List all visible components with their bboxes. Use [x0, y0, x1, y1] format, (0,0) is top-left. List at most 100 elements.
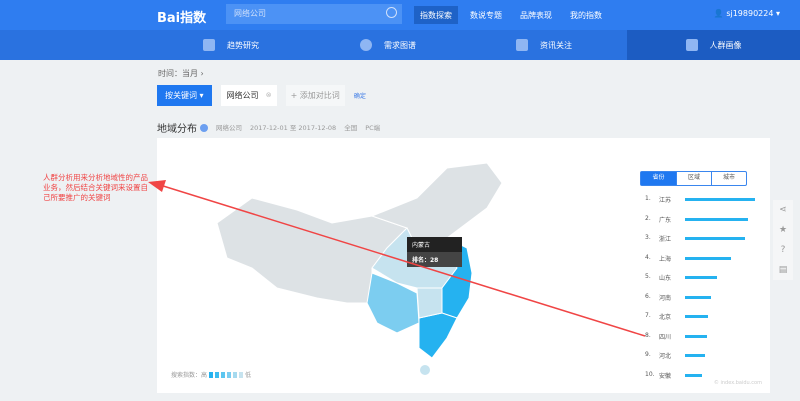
feedback-icon[interactable]: ▤	[778, 265, 788, 275]
rank-bar	[685, 217, 748, 221]
map-region-hainan	[420, 365, 430, 375]
rank-row: 6. 河南	[645, 293, 765, 303]
user-menu[interactable]: 👤 sj19890224 ▾	[714, 9, 780, 18]
rank-bar	[685, 237, 745, 240]
meta-keyword: 网络公司	[216, 124, 242, 132]
rank-number: 2.	[645, 214, 651, 222]
search-value: 网络公司	[234, 9, 266, 18]
search-input[interactable]: 网络公司	[226, 4, 402, 24]
tab-crowd[interactable]: 人群画像	[627, 30, 800, 60]
watermark: © index.baidu.com	[713, 380, 762, 386]
share-icon[interactable]: ⋖	[779, 205, 787, 215]
filter-row: 按关键词 ▾ 网络公司 ⊗ + 添加对比词 确定	[157, 85, 366, 106]
map-tooltip: 内蒙古排名：28	[407, 237, 462, 267]
rank-province: 江苏	[659, 197, 672, 204]
rank-number: 8.	[645, 331, 651, 339]
rank-row: 3. 浙江	[645, 234, 765, 244]
rank-province: 山东	[659, 275, 672, 282]
rank-number: 5.	[645, 273, 651, 280]
news-icon	[516, 39, 528, 51]
trend-icon	[203, 39, 215, 51]
tab-area[interactable]: 区域	[676, 172, 711, 185]
crowd-icon	[685, 39, 698, 51]
rank-row: 5. 山东	[645, 273, 765, 283]
username: sj19890224 ▾	[726, 9, 780, 18]
star-icon[interactable]: ★	[778, 225, 788, 235]
rank-bar	[685, 334, 707, 338]
confirm-link[interactable]: 确定	[353, 93, 366, 100]
map-legend: 搜索指数：高 低	[171, 370, 251, 379]
region-panel: 内蒙古排名：28 搜索指数：高 低 省份 区域 城市 1. 江苏 2. 广东 3. 浙江 4. 上海…	[157, 138, 770, 393]
rank-number: 10.	[645, 370, 655, 378]
tab-province[interactable]: 省份	[641, 172, 676, 185]
rank-province: 上海	[659, 255, 672, 263]
tab-label: 趋势研究	[227, 40, 259, 50]
top-bar: Bai指数 网络公司 指数探索 数说专题 品牌表现 我的指数 👤 sj19890…	[0, 0, 800, 30]
meta-range: 2017-12-01 至 2017-12-08	[250, 124, 337, 132]
rank-number: 6.	[645, 292, 651, 300]
rank-province: 河北	[659, 353, 672, 360]
rank-bar	[685, 354, 705, 357]
demand-icon	[360, 39, 372, 51]
nav-my-index[interactable]: 我的指数	[570, 11, 602, 20]
section-title-text: 地域分布	[157, 124, 197, 135]
nav-data-topics[interactable]: 数说专题	[470, 11, 502, 20]
tab-label: 资讯关注	[540, 40, 572, 50]
legend-low: 低	[245, 372, 252, 379]
main-nav: 指数探索 数说专题 品牌表现 我的指数	[414, 6, 608, 24]
tab-trend[interactable]: 趋势研究	[203, 30, 259, 60]
help-icon[interactable]	[200, 124, 208, 132]
tab-label: 需求图谱	[384, 40, 416, 50]
rank-number: 7.	[645, 312, 651, 319]
keyword-chip[interactable]: 网络公司 ⊗	[220, 85, 277, 106]
rank-province: 安徽	[659, 372, 672, 380]
rank-province: 河南	[659, 294, 672, 302]
section-meta: 网络公司 2017-12-01 至 2017-12-08 全国 PC端	[216, 122, 380, 132]
map-region-southwest	[366, 272, 420, 334]
rank-bar	[685, 315, 709, 318]
keyword-text: 网络公司	[226, 91, 259, 100]
rank-row: 4. 上海	[645, 254, 765, 264]
china-map[interactable]	[157, 138, 557, 393]
side-toolbar: ⋖ ★? ▤	[773, 200, 793, 280]
tooltip-region: 内蒙古	[412, 242, 431, 249]
nav-index-explore[interactable]: 指数探索	[414, 6, 458, 24]
rank-province: 浙江	[659, 236, 672, 243]
rank-number: 4.	[645, 253, 651, 261]
map-region-southcentral	[416, 287, 443, 319]
rank-bar	[685, 295, 711, 299]
rank-bar	[685, 198, 755, 201]
time-filter[interactable]: 时间：当月 ›	[158, 69, 204, 78]
tab-demand[interactable]: 需求图谱	[360, 30, 416, 60]
section-title: 地域分布	[157, 120, 208, 135]
rank-bar	[685, 373, 702, 377]
tooltip-rank: 排名：28	[407, 252, 462, 267]
baidu-index-logo[interactable]: Bai指数	[157, 11, 207, 26]
nav-brand[interactable]: 品牌表现	[520, 11, 552, 20]
rank-bar	[685, 256, 731, 260]
meta-device: PC端	[365, 124, 381, 132]
rank-row: 9. 河北	[645, 351, 765, 361]
tab-city[interactable]: 城市	[711, 172, 746, 185]
rank-bar	[685, 276, 717, 279]
legend-high: 搜索指数：高	[171, 372, 208, 379]
rank-number: 9.	[645, 351, 651, 358]
rank-number: 1.	[645, 195, 651, 202]
search-icon[interactable]	[386, 7, 397, 18]
rank-row: 8. 四川	[645, 332, 765, 342]
tab-label: 人群画像	[709, 40, 742, 50]
rank-province: 北京	[659, 314, 672, 321]
annotation-note: 人群分析用来分析地域性的产品业务，然后结合关键词来设置自己所要推广的关键词	[43, 173, 148, 202]
remove-icon[interactable]: ⊗	[265, 91, 272, 99]
user-icon: 👤	[713, 9, 727, 18]
rank-tabs: 省份 区域 城市	[640, 171, 747, 186]
rank-province: 广东	[659, 216, 672, 224]
sub-nav: 趋势研究 需求图谱 资讯关注 人群画像	[0, 30, 800, 60]
tab-news[interactable]: 资讯关注	[516, 30, 572, 60]
meta-region: 全国	[344, 124, 358, 132]
help-icon[interactable]: ?	[780, 245, 786, 255]
add-compare-button[interactable]: + 添加对比词	[285, 85, 345, 106]
rank-province: 四川	[659, 333, 672, 341]
mode-button[interactable]: 按关键词 ▾	[157, 85, 212, 106]
